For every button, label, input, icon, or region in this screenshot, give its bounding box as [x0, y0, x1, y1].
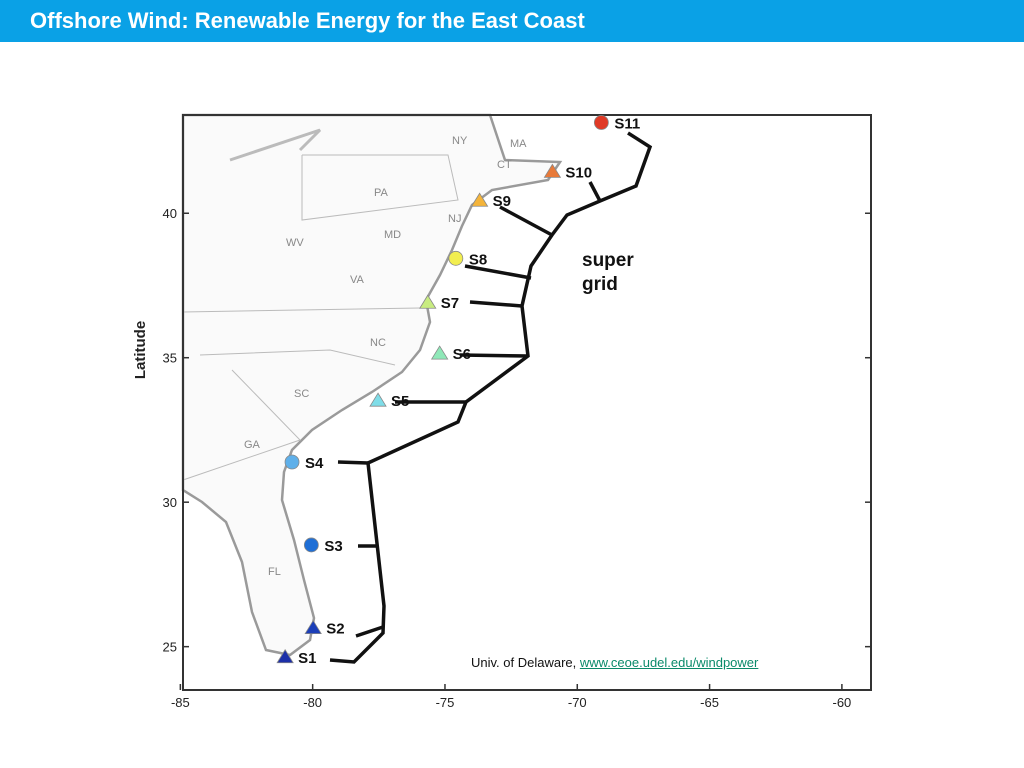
x-tick-label: -60: [832, 695, 851, 710]
site-label: S5: [391, 393, 409, 410]
site-label: S3: [324, 538, 342, 555]
lake: [229, 128, 322, 162]
state-border: [182, 307, 421, 313]
state-label: MA: [510, 138, 527, 150]
site-marker: [448, 250, 464, 266]
state-label: VA: [350, 274, 365, 286]
state-label: PA: [374, 187, 389, 199]
site-marker: [276, 649, 294, 664]
x-tick-label: -75: [436, 695, 455, 710]
y-tick-label: 30: [163, 495, 177, 510]
site-label: S2: [326, 621, 344, 638]
state-label: MD: [384, 229, 401, 241]
site-marker: [304, 619, 322, 634]
grid-branch: [499, 205, 553, 237]
state-label: SC: [294, 388, 309, 400]
state-label: CT: [497, 159, 512, 171]
x-tick-label: -70: [568, 695, 587, 710]
super-grid-branches: [337, 181, 602, 638]
site-label: S10: [565, 164, 592, 181]
grid-branch: [469, 300, 523, 308]
state-label: GA: [244, 439, 261, 451]
x-tick-label: -85: [171, 695, 190, 710]
site-label: S6: [453, 346, 471, 363]
grid-branch: [459, 353, 529, 358]
site-label: S9: [493, 193, 511, 210]
site-marker: [419, 294, 437, 309]
y-tick-label: 40: [163, 206, 177, 221]
state-border: [301, 154, 459, 221]
state-border: [182, 369, 301, 481]
slide-title: Offshore Wind: Renewable Energy for the …: [30, 8, 585, 33]
site-label: S11: [614, 116, 640, 133]
credit-text: Univ. of Delaware,: [471, 655, 580, 670]
credit: Univ. of Delaware, www.ceoe.udel.edu/win…: [471, 655, 758, 670]
grid-branch: [355, 625, 384, 638]
site-marker: [593, 115, 609, 130]
site-marker: [470, 192, 489, 207]
super-grid-line: [329, 131, 653, 664]
site-label: S7: [441, 295, 459, 312]
site-marker: [284, 454, 300, 470]
annotation: super grid: [582, 250, 634, 295]
land: [181, 113, 563, 657]
state-label: NJ: [448, 213, 461, 225]
coastline: [181, 113, 563, 657]
site-label: S8: [469, 251, 487, 268]
state-label: WV: [286, 237, 304, 249]
site-label: S4: [305, 455, 324, 472]
state-label: NC: [370, 337, 386, 349]
y-tick-label: 25: [163, 640, 177, 655]
state-label: FL: [268, 566, 281, 578]
site-marker: [543, 163, 562, 178]
credit-link[interactable]: www.ceoe.udel.edu/windpower: [579, 655, 759, 670]
grid-branch: [464, 264, 532, 280]
y-axis-label: Latitude: [132, 321, 149, 379]
x-tick-label: -80: [303, 695, 322, 710]
y-tick-label: 35: [163, 351, 177, 366]
state-labels: NY MA CT PA NJ MD WV VA NC SC GA FL: [244, 135, 527, 578]
header-bar: Offshore Wind: Renewable Energy for the …: [0, 0, 1024, 42]
site-label: S1: [298, 650, 316, 667]
state-label: NY: [452, 135, 468, 147]
grid-branch: [588, 181, 602, 202]
map-frame: [182, 114, 872, 691]
x-tick-label: -65: [700, 695, 719, 710]
grid-branch: [337, 460, 369, 465]
site-marker: [303, 537, 319, 553]
state-border: [199, 349, 396, 366]
site-marker: [430, 345, 449, 360]
site-marker: [369, 392, 387, 407]
